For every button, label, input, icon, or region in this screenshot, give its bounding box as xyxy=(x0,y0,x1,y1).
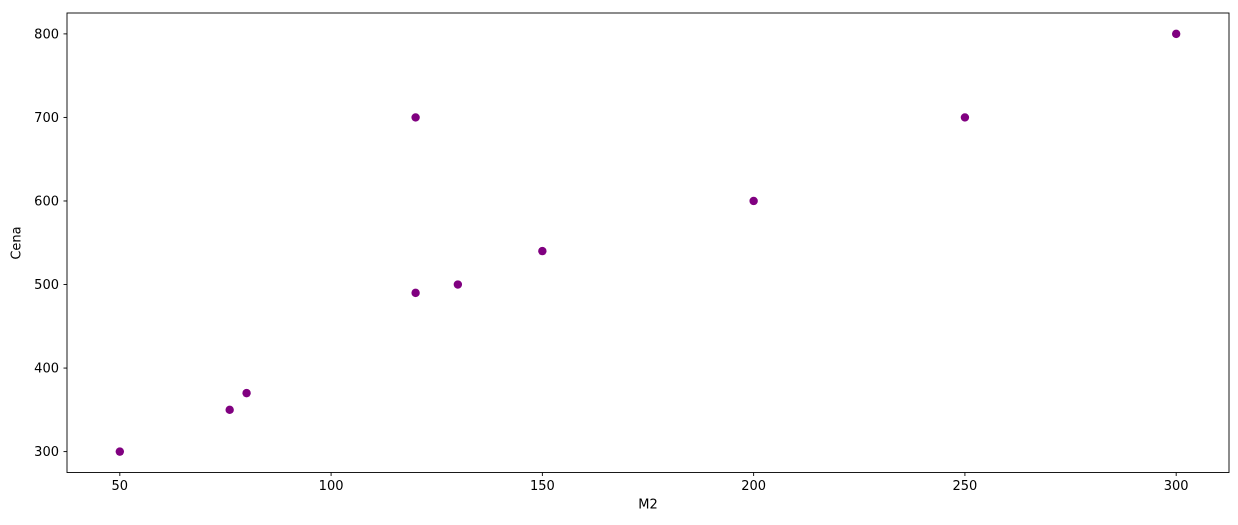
data-point xyxy=(749,196,758,206)
data-point xyxy=(115,447,125,456)
x-tick-label: 150 xyxy=(530,479,555,494)
data-point xyxy=(411,113,420,122)
y-tick-label: 300 xyxy=(34,445,59,460)
x-tick-label: 50 xyxy=(112,479,129,494)
x-tick-label: 100 xyxy=(319,479,344,494)
data-point xyxy=(242,388,251,398)
x-tick-label: 200 xyxy=(741,479,766,494)
data-point xyxy=(538,246,547,256)
data-point xyxy=(225,405,234,415)
data-point xyxy=(960,113,970,122)
x-axis-label: M2 xyxy=(638,497,658,513)
y-tick-label: 400 xyxy=(34,362,59,377)
x-tick-label: 300 xyxy=(1164,479,1189,494)
y-tick-label: 600 xyxy=(34,194,59,209)
y-axis-label: Cena xyxy=(9,226,25,260)
data-point xyxy=(1171,29,1181,39)
plot-frame xyxy=(66,12,1230,473)
x-tick-label: 250 xyxy=(952,479,977,494)
y-tick-label: 800 xyxy=(34,27,59,42)
y-tick-label: 500 xyxy=(34,278,59,293)
data-point xyxy=(453,280,463,289)
y-tick-label: 700 xyxy=(34,111,59,126)
data-point xyxy=(411,288,420,298)
